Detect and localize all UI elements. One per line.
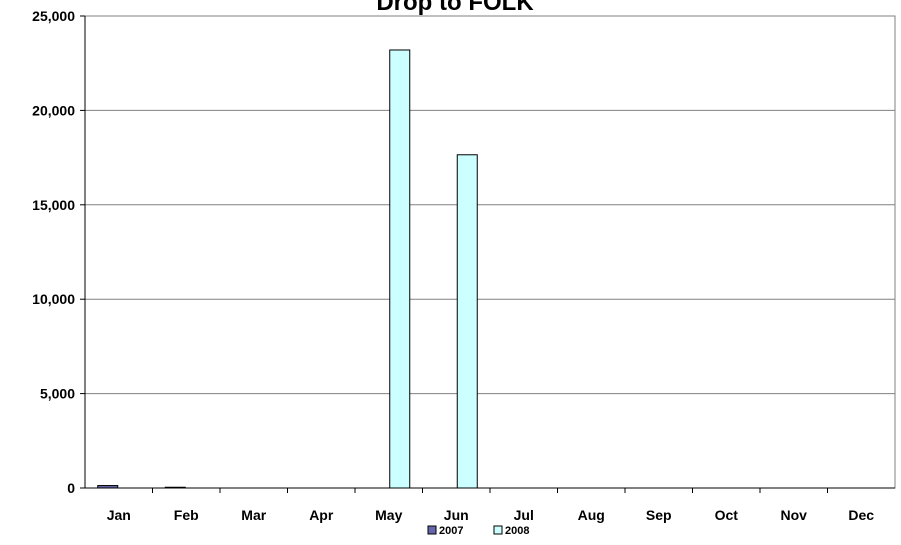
bars [97,49,478,489]
y-tick-label: 25,000 [32,8,75,24]
legend-label-2008: 2008 [505,525,529,537]
x-tick-label: Oct [715,507,739,523]
x-tick-label: Feb [174,507,199,523]
y-tick-label: 0 [67,480,75,496]
x-tick-label: Jun [444,507,469,523]
tick-labels: 0 5,000 10,000 15,000 20,000 25,000 Jan Feb Mar A… [32,8,874,523]
x-tick-label: Dec [848,507,874,523]
legend-label-2007: 2007 [439,525,463,537]
x-tick-label: May [375,507,402,523]
bar-2007-Feb [164,486,186,489]
legend-swatch-2007 [427,525,437,535]
bar-2007-Jan [97,485,119,489]
x-tick-label: Sep [646,507,672,523]
x-tick-label: Aug [578,507,605,523]
y-tick-label: 10,000 [32,291,75,307]
x-tick-label: Apr [309,507,334,523]
chart-title: Drop to FOLK [376,0,534,16]
axes [80,15,896,493]
y-tick-label: 20,000 [32,102,75,118]
x-tick-label: Jul [514,507,534,523]
plot-area-border [84,15,896,489]
x-tick-label: Mar [241,507,266,523]
y-tick-label: 15,000 [32,197,75,213]
x-tick-label: Nov [781,507,808,523]
bar-2008-May [389,49,411,489]
legend: 2007 2008 [427,525,529,537]
legend-swatch-2008 [493,525,503,535]
y-tick-label: 5,000 [40,386,75,402]
bar-2008-Jun [456,154,478,489]
x-tick-label: Jan [107,507,131,523]
gridlines [85,109,895,395]
